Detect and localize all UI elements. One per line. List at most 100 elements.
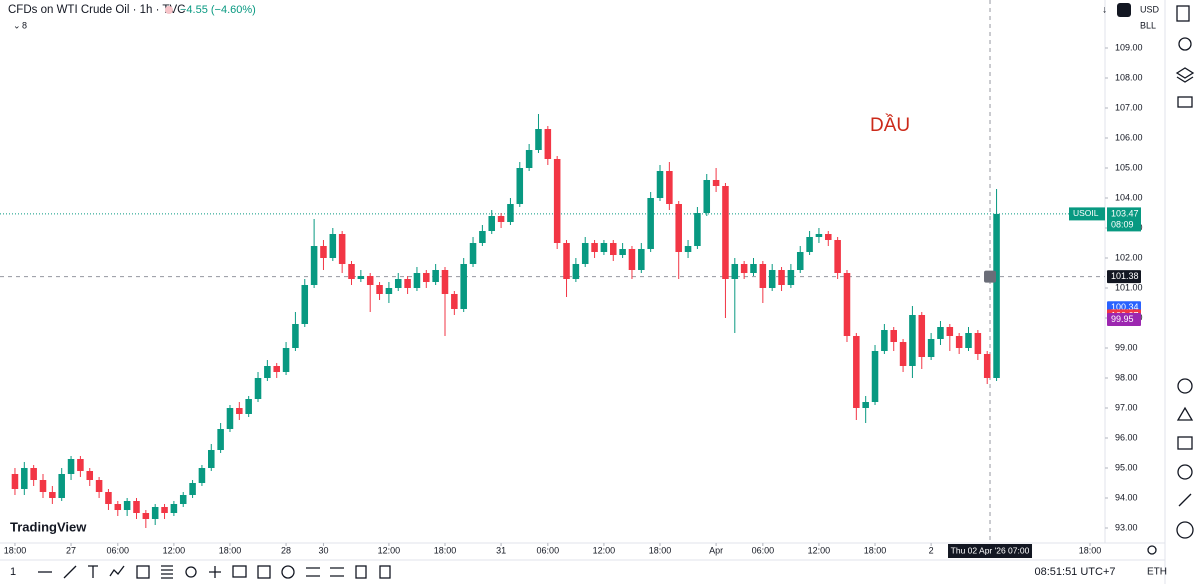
tool-pattern[interactable] <box>109 565 125 577</box>
x-tick-label: 06:00 <box>107 545 130 555</box>
x-tick-label: 18:00 <box>864 545 887 555</box>
face-icon[interactable] <box>1177 464 1193 480</box>
candle-body <box>862 402 869 408</box>
candle-body <box>712 180 720 186</box>
candle-body <box>535 129 542 150</box>
currency[interactable]: USD <box>1140 4 1160 14</box>
tool-measure[interactable] <box>209 566 221 578</box>
tool-text[interactable] <box>88 565 98 578</box>
candle-body <box>357 276 365 279</box>
chat-icon[interactable] <box>1177 96 1193 108</box>
candle-body <box>179 495 187 504</box>
candle-body <box>890 330 897 342</box>
candle-body <box>301 285 309 324</box>
compare-button[interactable] <box>1117 3 1131 17</box>
download-icon[interactable]: ↓ <box>1102 5 1107 16</box>
candle-body <box>806 237 813 252</box>
y-tick-label: 108.00 <box>1115 72 1143 82</box>
candle-body <box>198 468 206 483</box>
indicator-toggle[interactable]: ⌄ <box>13 20 21 30</box>
candle-body <box>675 204 682 252</box>
candle-body <box>796 252 804 270</box>
candle-body <box>208 450 215 468</box>
candle-body <box>189 483 196 495</box>
tool-icon[interactable] <box>281 565 295 579</box>
candle-body <box>834 240 841 273</box>
candle-body <box>460 264 467 309</box>
indicator-label: 100.34 <box>1111 302 1139 312</box>
y-tick-label: 104.00 <box>1115 192 1143 202</box>
countdown: 08:09 <box>1111 219 1134 229</box>
candle-body <box>488 216 496 231</box>
tool-fib[interactable] <box>136 565 150 579</box>
triangle-icon[interactable] <box>1176 406 1194 421</box>
x-tick-label: 31 <box>496 545 506 555</box>
pencil-icon[interactable] <box>1178 493 1192 507</box>
candle-body <box>993 213 1000 378</box>
candle-body <box>815 234 823 237</box>
candle-body <box>759 264 767 288</box>
alert-icon[interactable] <box>1178 37 1192 51</box>
x-tick-label: 18:00 <box>219 545 242 555</box>
y-tick-label: 102.00 <box>1115 252 1143 262</box>
candle-body <box>67 459 75 474</box>
tool-lines[interactable] <box>161 565 173 579</box>
candle-body <box>292 324 299 348</box>
candle-body <box>451 294 458 309</box>
last-price-label: 103.47 <box>1111 208 1139 218</box>
candle-body <box>385 288 393 294</box>
watchlist-icon[interactable] <box>1176 5 1190 22</box>
interval[interactable]: 1 <box>10 566 16 578</box>
last-price-bg <box>1107 207 1141 232</box>
x-tick-label: 18:00 <box>1079 545 1102 555</box>
unit[interactable]: BLL <box>1140 20 1156 30</box>
calendar-icon[interactable] <box>1177 436 1193 450</box>
candle-body <box>507 204 514 222</box>
candle-body <box>881 330 888 351</box>
candle-body <box>105 492 112 504</box>
sidebar <box>1175 5 1195 539</box>
candle-body <box>516 168 524 204</box>
candle-body <box>254 378 262 399</box>
candle-body <box>497 216 505 222</box>
candle-body <box>778 270 785 285</box>
candle-body <box>366 276 374 285</box>
tool-shape[interactable] <box>257 565 271 579</box>
session[interactable]: ETH <box>1147 567 1167 578</box>
candle-body <box>572 264 580 279</box>
tool-forecast[interactable] <box>330 567 344 577</box>
candle-body <box>581 243 589 264</box>
clock: 08:51:51 UTC+7 <box>1034 566 1115 578</box>
crosshair-add-button[interactable] <box>984 270 997 283</box>
candle-body <box>95 480 103 492</box>
tool-note[interactable] <box>232 565 247 578</box>
candle-body <box>217 429 224 450</box>
layers-icon[interactable] <box>1175 67 1195 83</box>
y-tick-label: 99.00 <box>1115 342 1138 352</box>
tool-brush[interactable] <box>185 566 197 578</box>
x-tick-label: 27 <box>66 545 76 555</box>
tool-lock[interactable] <box>355 565 367 579</box>
tool-position[interactable] <box>306 567 320 577</box>
candle-body <box>937 327 944 339</box>
candle-body <box>553 159 561 243</box>
indicator-label-bg <box>1107 313 1141 326</box>
candle-body <box>376 285 383 294</box>
tool-trash[interactable] <box>379 565 391 579</box>
crosshair-time-bg <box>948 544 1033 558</box>
candle-body <box>750 264 757 273</box>
candle-body <box>955 336 963 348</box>
target-icon[interactable] <box>1177 378 1193 394</box>
x-tick-label: 06:00 <box>537 545 560 555</box>
help-icon[interactable] <box>1176 521 1194 539</box>
tool-trend-line[interactable] <box>63 565 77 579</box>
candle-body <box>404 279 411 288</box>
x-tick-label: 12:00 <box>808 545 831 555</box>
candle-body <box>338 234 346 264</box>
indicator-count[interactable]: 8 <box>22 20 27 30</box>
axis-settings[interactable] <box>1147 545 1157 555</box>
candle-body <box>245 399 252 414</box>
candle-body <box>946 327 954 336</box>
crosshair-time-label: Thu 02 Apr '26 07:00 <box>951 545 1030 555</box>
